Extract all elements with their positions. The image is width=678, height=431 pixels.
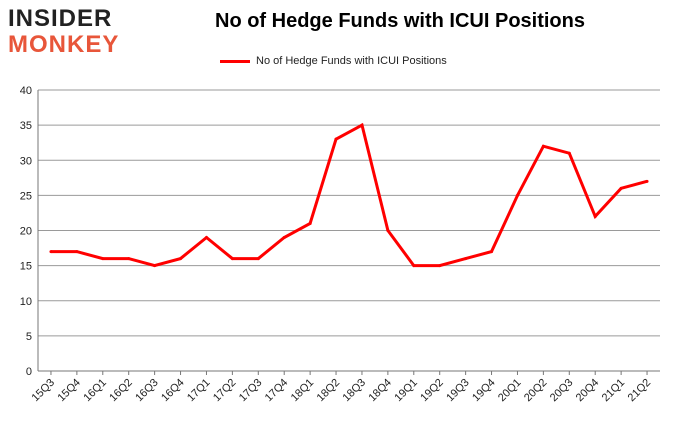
x-tick-label: 18Q2 — [315, 377, 343, 405]
data-point — [490, 250, 494, 254]
y-tick-label: 20 — [20, 226, 32, 238]
legend: No of Hedge Funds with ICUI Positions — [220, 52, 447, 70]
x-tick-label: 18Q4 — [366, 377, 394, 405]
x-tick-label: 21Q1 — [600, 377, 628, 405]
data-point — [153, 264, 157, 268]
y-tick-label: 5 — [26, 331, 32, 343]
x-tick-label: 20Q1 — [496, 377, 524, 405]
x-tick-label: 16Q3 — [133, 377, 161, 405]
x-tick-label: 18Q1 — [289, 377, 317, 405]
data-point — [619, 186, 623, 190]
x-tick-label: 17Q2 — [211, 377, 239, 405]
svg-text:INSIDER: INSIDER — [8, 5, 112, 32]
data-point — [230, 257, 234, 261]
x-tick-label: 17Q4 — [263, 377, 291, 405]
data-point — [360, 123, 364, 127]
legend-swatch — [220, 59, 250, 63]
x-tick-label: 17Q1 — [185, 377, 213, 405]
x-tick-label: 16Q1 — [81, 377, 109, 405]
data-point — [567, 151, 571, 155]
data-point — [412, 264, 416, 268]
y-tick-label: 0 — [26, 366, 32, 378]
x-tick-label: 21Q2 — [626, 377, 654, 405]
y-tick-label: 25 — [20, 190, 32, 202]
data-point — [204, 236, 208, 240]
data-point — [127, 257, 131, 261]
x-tick-label: 15Q3 — [30, 377, 58, 405]
data-point — [593, 214, 597, 218]
data-point — [645, 179, 649, 183]
data-point — [515, 193, 519, 197]
svg-text:MONKEY: MONKEY — [8, 31, 119, 58]
data-point — [256, 257, 260, 261]
chart-title: No of Hedge Funds with ICUI Positions — [215, 10, 585, 32]
insider-monkey-logo: INSIDER MONKEY — [8, 5, 119, 58]
series-line — [51, 122, 648, 268]
x-tick-label: 18Q3 — [341, 377, 369, 405]
y-tick-label: 30 — [20, 155, 32, 167]
data-point — [75, 250, 79, 254]
y-tick-label: 35 — [20, 120, 32, 132]
data-point — [282, 236, 286, 240]
x-tick-label: 19Q1 — [392, 377, 420, 405]
x-tick-label: 19Q3 — [444, 377, 472, 405]
data-point — [308, 221, 312, 225]
y-tick-label: 15 — [20, 261, 32, 273]
data-point — [49, 250, 53, 254]
x-tick-label: 19Q4 — [470, 377, 498, 405]
x-tick-label: 16Q2 — [107, 377, 135, 405]
data-point — [334, 137, 338, 141]
x-tick-label: 15Q4 — [55, 377, 83, 405]
x-tick-label: 16Q4 — [159, 377, 187, 405]
x-tick-label: 20Q4 — [574, 377, 602, 405]
x-tick-label: 17Q3 — [237, 377, 265, 405]
x-tick-label: 19Q2 — [418, 377, 446, 405]
legend-label: No of Hedge Funds with ICUI Positions — [256, 55, 447, 67]
data-point — [541, 144, 545, 148]
y-tick-label: 10 — [20, 296, 32, 308]
data-point — [464, 257, 468, 261]
data-point — [179, 257, 183, 261]
data-point — [101, 257, 105, 261]
y-tick-label: 40 — [20, 85, 32, 97]
x-tick-label: 20Q3 — [548, 377, 576, 405]
x-tick-label: 20Q2 — [522, 377, 550, 405]
data-point — [438, 264, 442, 268]
data-point — [386, 229, 390, 232]
